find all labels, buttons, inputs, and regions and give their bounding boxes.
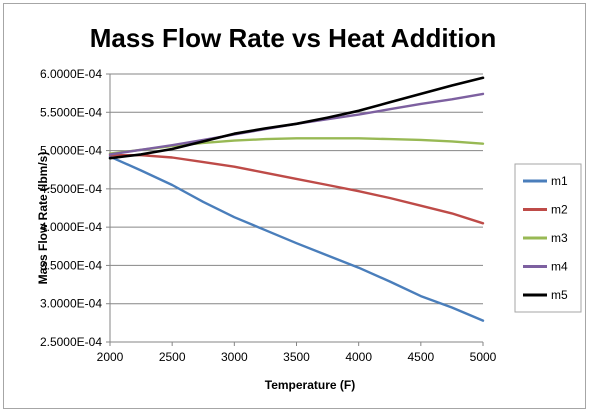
- x-tick-label: 2500: [159, 350, 186, 364]
- y-tick-label: 5.5000E-04: [40, 105, 102, 119]
- y-tick-label: 4.5000E-04: [40, 182, 102, 196]
- y-tick-label: 2.5000E-04: [40, 335, 102, 349]
- x-axis-title: Temperature (F): [265, 378, 355, 392]
- legend-label-m3: m3: [551, 231, 568, 245]
- series-lines: [108, 76, 485, 322]
- x-tick-labels: 2000 2500 3000 3500 4000 4500 5000: [97, 342, 497, 364]
- legend-label-m2: m2: [551, 203, 568, 217]
- x-tick-label: 3000: [221, 350, 248, 364]
- legend-label-m5: m5: [551, 288, 568, 302]
- series-line-m1: [108, 155, 485, 322]
- series-line-m2: [108, 153, 485, 225]
- x-tick-label: 5000: [470, 350, 497, 364]
- chart-title: Mass Flow Rate vs Heat Addition: [90, 23, 496, 53]
- y-tick-label: 4.0000E-04: [40, 220, 102, 234]
- y-tick-label: 6.0000E-04: [40, 67, 102, 81]
- y-tick-label: 3.0000E-04: [40, 297, 102, 311]
- series-line-m5: [108, 76, 485, 160]
- y-axis-title: Mass Flow Rate (lbm/s): [36, 152, 50, 285]
- chart-frame: [3, 3, 586, 409]
- y-tick-label: 3.5000E-04: [40, 258, 102, 272]
- legend: m1 m2 m3 m4 m5: [514, 163, 582, 313]
- x-tick-label: 2000: [97, 350, 124, 364]
- legend-label-m4: m4: [551, 260, 568, 274]
- x-tick-label: 3500: [283, 350, 310, 364]
- x-tick-label: 4000: [345, 350, 372, 364]
- y-tick-label: 5.0000E-04: [40, 144, 102, 158]
- x-tick-label: 4500: [407, 350, 434, 364]
- y-tick-labels: 2.5000E-04 3.0000E-04 3.5000E-04 4.0000E-04…: [40, 67, 102, 349]
- legend-label-m1: m1: [551, 174, 568, 188]
